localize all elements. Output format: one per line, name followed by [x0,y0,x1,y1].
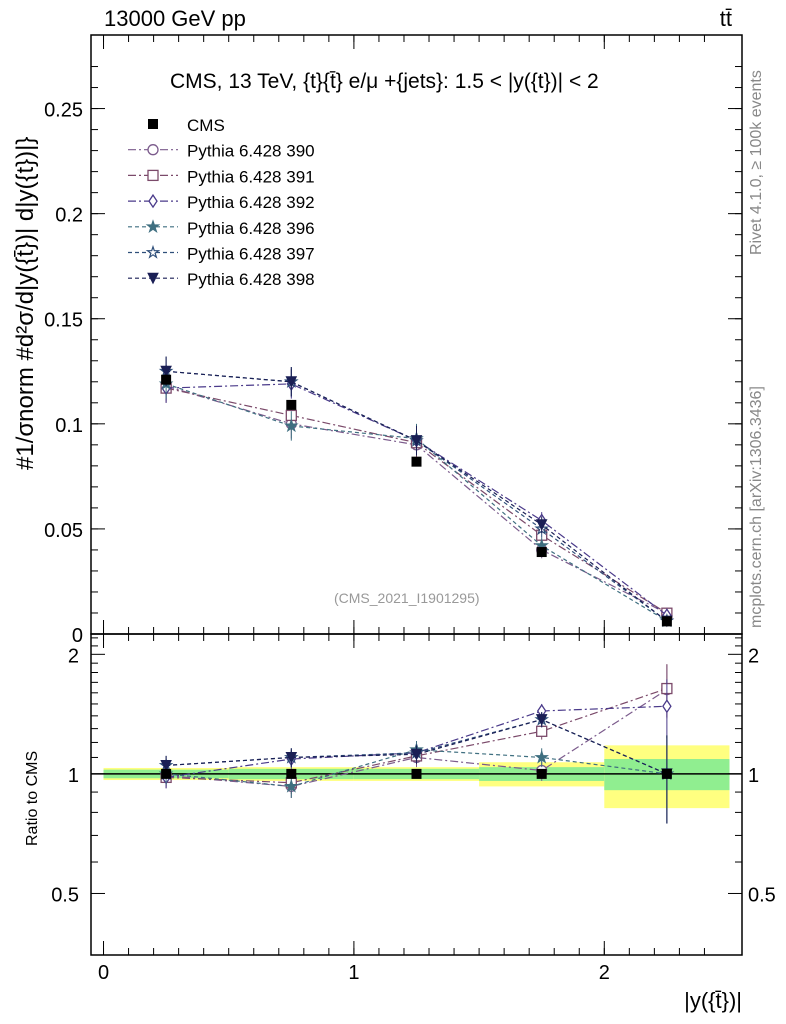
cms-ratio-point [536,768,547,779]
x-axis-label: |y({t̄})| [684,988,742,1013]
series-line [165,385,668,614]
legend-label: Pythia 6.428 398 [187,270,315,289]
x-tick-label: 0 [98,962,109,984]
series-line [165,387,668,614]
series-6 [160,356,673,628]
cms-data-point [536,547,547,558]
cms-ratio-point [661,768,672,779]
legend-marker [148,193,158,209]
legend-marker [148,119,158,129]
y-tick-label: 0.15 [44,310,83,332]
ratio-tick-label-right: 1 [748,765,759,787]
ratio-point [535,714,548,726]
series-1 [160,371,673,620]
y-tick-label: 0 [72,625,83,647]
legend-label: Pythia 6.428 390 [187,142,315,161]
series-2 [160,373,673,619]
cms-ratio-point [161,768,172,779]
ratio-point [410,748,423,761]
series-5 [158,356,675,628]
legend-label: Pythia 6.428 397 [187,245,315,264]
cms-data-point [161,374,172,385]
legend-label: CMS [187,116,225,135]
legend-label: Pythia 6.428 396 [187,219,315,238]
y-tick-label: 0.05 [44,520,83,542]
y-tick-label: 0.2 [55,205,83,227]
chart-title: CMS, 13 TeV, {t}{t̄} e/μ +{jets}: 1.5 < … [170,70,599,93]
ratio-point [536,725,548,737]
legend-label: Pythia 6.428 392 [187,193,315,212]
legend-marker [147,144,159,156]
ratio-point [662,699,672,714]
y-tick-label: 0.1 [55,415,83,437]
cms-data-point [661,616,672,627]
series-3 [161,369,672,623]
ratio-tick-label-right: 2 [748,645,759,667]
legend-label: Pythia 6.428 391 [187,167,315,186]
data-point [160,365,172,378]
data-point [283,418,299,433]
header-left: 13000 GeV pp [104,6,246,31]
ratio-plot-frame [90,633,743,956]
ratio-tick-label: 1 [68,765,79,787]
cms-data-point [286,399,297,410]
series-4 [158,369,675,628]
ratio-line [166,689,668,788]
cms-data-point [411,456,422,467]
data-point [535,519,548,531]
analysis-watermark: (CMS_2021_I1901295) [334,590,480,606]
ratio-line [166,749,667,788]
legend-marker [145,219,161,234]
ratio-point [534,749,550,764]
ratio-tick-label: 0.5 [51,884,79,906]
x-tick-label: 1 [348,962,359,984]
legend-marker [145,244,161,259]
y-tick-label: 0.25 [44,100,83,122]
cms-ratio-point [411,768,422,779]
ratio-tick-label: 2 [68,645,79,667]
x-tick-label: 2 [599,962,610,984]
series-line [166,383,668,616]
series-line [165,383,668,622]
header-right: tt̄ [719,6,732,31]
data-point [285,376,298,388]
ratio-point [283,778,299,793]
legend-marker [147,272,159,285]
ratio-line [166,687,668,784]
cms-ratio-point [286,768,297,779]
legend-marker [147,169,159,182]
ratio-point [285,751,298,764]
ratio-point [160,759,172,772]
data-point [410,435,423,447]
legend: CMS Pythia 6.428 390 Pythia 6.428 391 Pythi… [128,116,315,289]
ratio-tick-label-right: 0.5 [748,884,776,906]
